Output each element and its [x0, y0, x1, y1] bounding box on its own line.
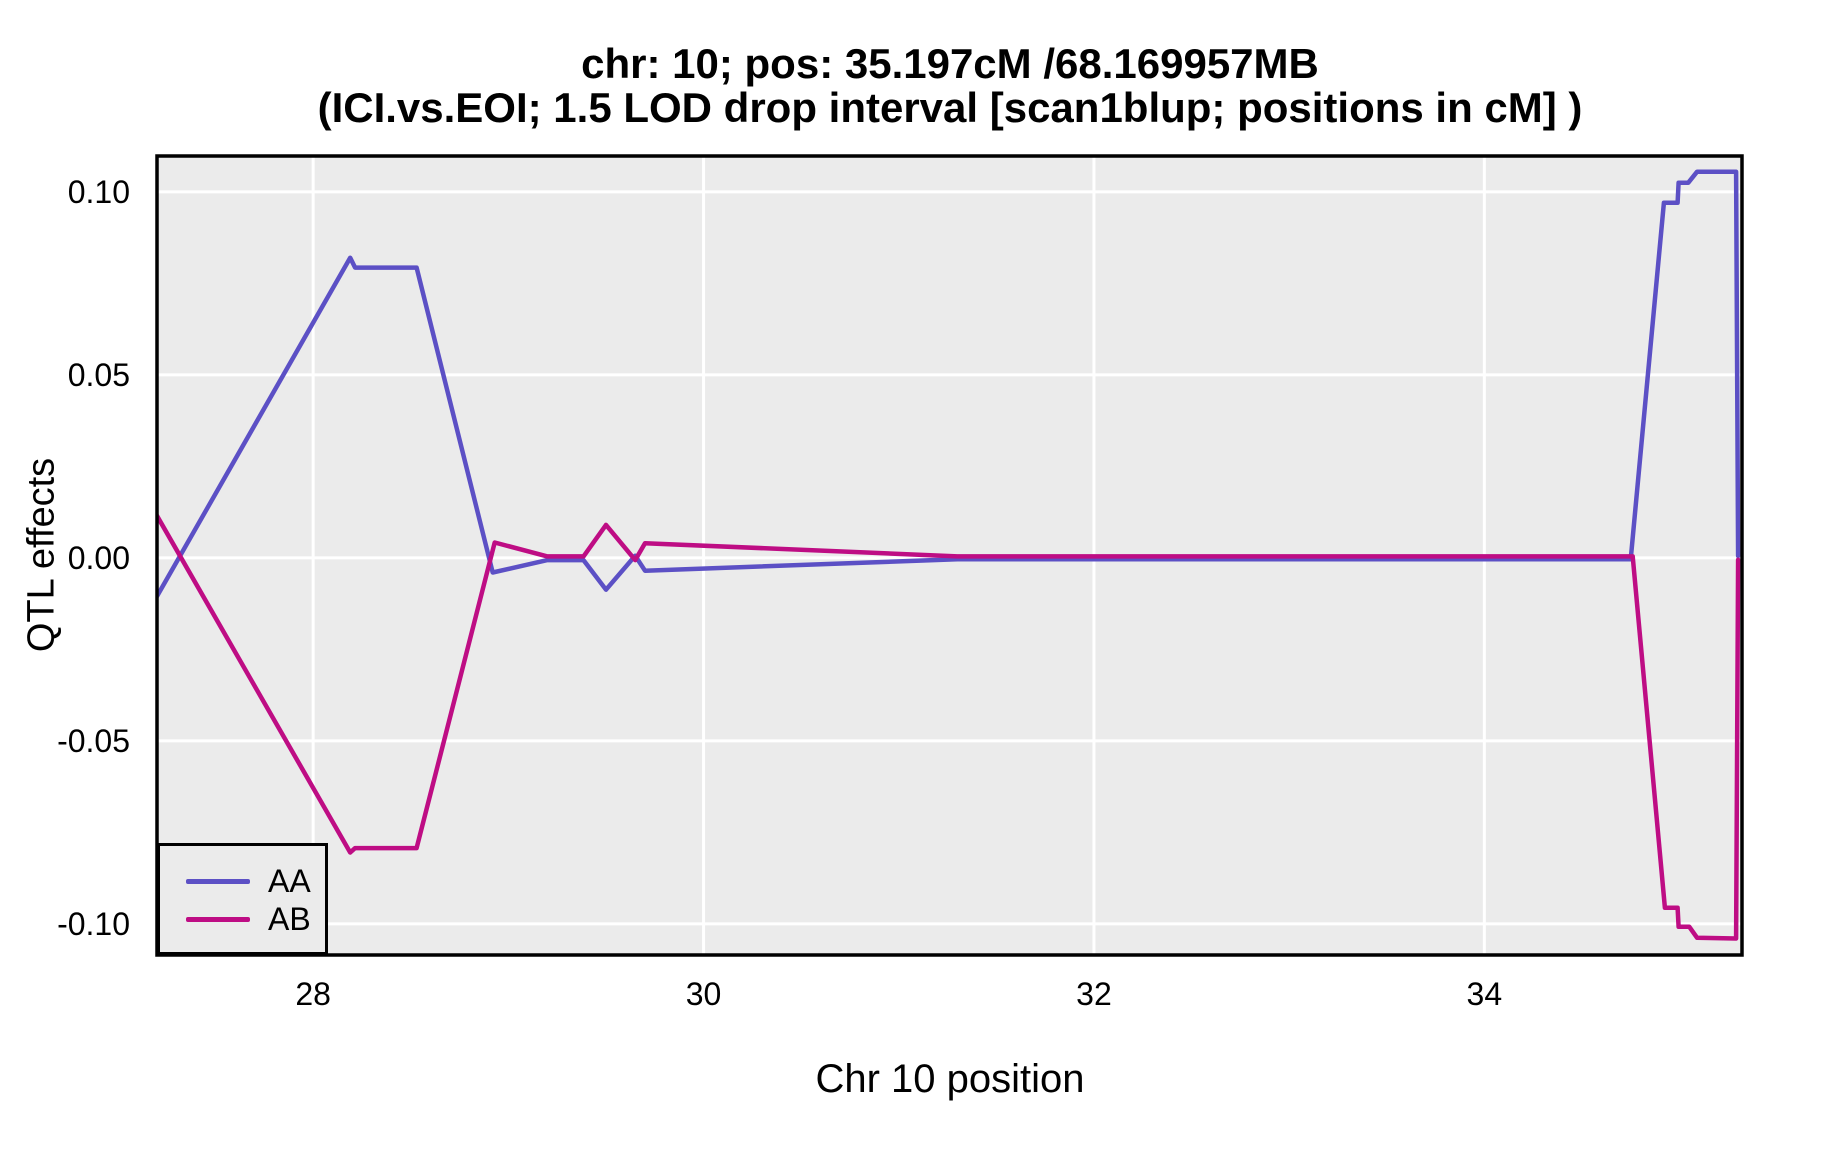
y-tick-label: -0.10 [57, 905, 130, 942]
legend: AA AB [157, 843, 328, 955]
legend-entry-AB: AB [160, 900, 325, 938]
legend-label: AA [268, 863, 311, 899]
x-axis-title: Chr 10 position [815, 1057, 1085, 1101]
chart-title: chr: 10; pos: 35.197cM /68.169957MB [581, 40, 1319, 87]
legend-line-swatch [186, 917, 250, 922]
panel-border [155, 154, 1744, 957]
chart-subtitle: (ICI.vs.EOI; 1.5 LOD drop interval [scan… [317, 84, 1583, 131]
y-tick-label: 0.00 [67, 539, 130, 576]
y-tick-label: -0.05 [57, 722, 130, 759]
series-line-AB [157, 513, 1741, 941]
x-tick-label: 34 [1466, 976, 1503, 1012]
legend-label: AB [268, 901, 311, 937]
legend-entry-AA: AA [160, 862, 325, 900]
y-tick-label: 0.05 [67, 356, 130, 393]
x-tick-label: 30 [685, 976, 722, 1012]
x-tick-label: 28 [295, 976, 331, 1012]
y-tick-label: 0.10 [67, 173, 130, 210]
series-line-AA [157, 169, 1741, 599]
legend-line-swatch [186, 879, 250, 884]
x-tick-label: 32 [1076, 976, 1112, 1012]
